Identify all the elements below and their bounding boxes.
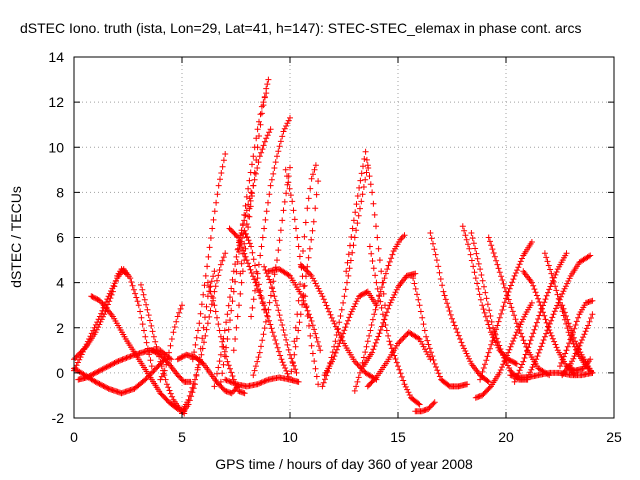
series-38 <box>427 230 492 385</box>
series-34 <box>366 243 423 408</box>
y-tick-label: 2 <box>56 320 64 336</box>
plot-markers <box>71 76 596 417</box>
series-27 <box>265 266 324 354</box>
series-21 <box>226 225 293 383</box>
y-tick-label: -2 <box>52 410 65 426</box>
plus-marker <box>364 329 434 390</box>
series-25 <box>291 162 319 345</box>
y-tick-label: 14 <box>48 49 64 65</box>
plus-marker <box>343 148 388 309</box>
plus-marker <box>319 162 371 390</box>
plus-marker <box>366 243 423 408</box>
plus-marker <box>410 275 471 390</box>
series-35 <box>364 329 434 390</box>
series-20 <box>250 164 293 379</box>
series-31 <box>321 288 380 379</box>
series-40 <box>468 230 531 383</box>
plus-marker <box>174 351 242 397</box>
series-43 <box>485 234 553 379</box>
x-tick-label: 10 <box>282 429 298 445</box>
x-tick-label: 20 <box>498 429 514 445</box>
plus-marker <box>261 263 300 376</box>
series-26 <box>287 178 322 383</box>
plus-marker <box>511 250 570 385</box>
plus-marker <box>351 232 408 394</box>
plus-marker <box>88 293 188 415</box>
plus-marker <box>138 281 188 417</box>
plus-marker <box>179 250 229 415</box>
series-46 <box>511 250 570 385</box>
plus-marker <box>557 297 596 370</box>
series-33 <box>360 270 419 370</box>
y-tick-label: 10 <box>48 139 64 155</box>
y-tick-label: 4 <box>56 275 64 291</box>
series-23 <box>261 263 300 376</box>
y-tick-label: 12 <box>48 94 64 110</box>
plus-marker <box>563 356 594 374</box>
x-axis-label: GPS time / hours of day 360 of year 2008 <box>215 456 473 472</box>
plus-marker <box>559 302 596 376</box>
plus-marker <box>287 178 322 383</box>
series-28 <box>297 261 380 383</box>
series-37 <box>412 399 438 415</box>
chart-title: dSTEC Iono. truth (ista, Lon=29, Lat=41,… <box>20 20 581 36</box>
x-tick-label: 15 <box>390 429 406 445</box>
plus-marker <box>468 230 531 383</box>
y-axis-label: dSTEC / TECUs <box>8 186 24 288</box>
series-8 <box>179 250 229 415</box>
plus-marker <box>360 270 419 370</box>
series-36 <box>410 275 471 390</box>
y-tick-label: 6 <box>56 230 64 246</box>
plus-marker <box>291 162 319 345</box>
plus-marker <box>148 347 194 385</box>
series-11 <box>174 351 242 397</box>
plus-marker <box>265 266 324 354</box>
series-30 <box>343 148 388 309</box>
x-tick-label: 25 <box>606 429 622 445</box>
plus-marker <box>248 114 293 320</box>
series-19 <box>248 114 293 320</box>
series-9 <box>179 268 218 417</box>
series-3 <box>88 293 188 415</box>
series-48 <box>541 250 596 376</box>
y-tick-label: 0 <box>56 365 64 381</box>
series-32 <box>351 232 408 394</box>
plus-marker <box>427 230 492 385</box>
series-50 <box>559 302 596 376</box>
plus-marker <box>412 399 438 415</box>
axis-ticks: 0 5 10 15 20 25 -2 0 2 4 6 8 10 12 14 <box>48 49 622 445</box>
plus-marker <box>179 268 218 417</box>
x-tick-label: 5 <box>178 429 186 445</box>
series-14 <box>211 189 255 390</box>
plus-marker <box>250 164 293 379</box>
plus-marker <box>321 288 380 379</box>
series-49 <box>557 297 596 370</box>
x-tick-label: 0 <box>70 429 78 445</box>
plus-marker <box>541 250 596 376</box>
plus-marker <box>211 189 255 390</box>
plus-marker <box>297 261 380 383</box>
series-52 <box>563 356 594 374</box>
y-tick-label: 8 <box>56 184 64 200</box>
series-12 <box>148 347 194 385</box>
series-29 <box>319 162 371 390</box>
plus-marker <box>226 225 293 383</box>
plus-marker <box>485 234 553 379</box>
series-5 <box>138 281 188 417</box>
